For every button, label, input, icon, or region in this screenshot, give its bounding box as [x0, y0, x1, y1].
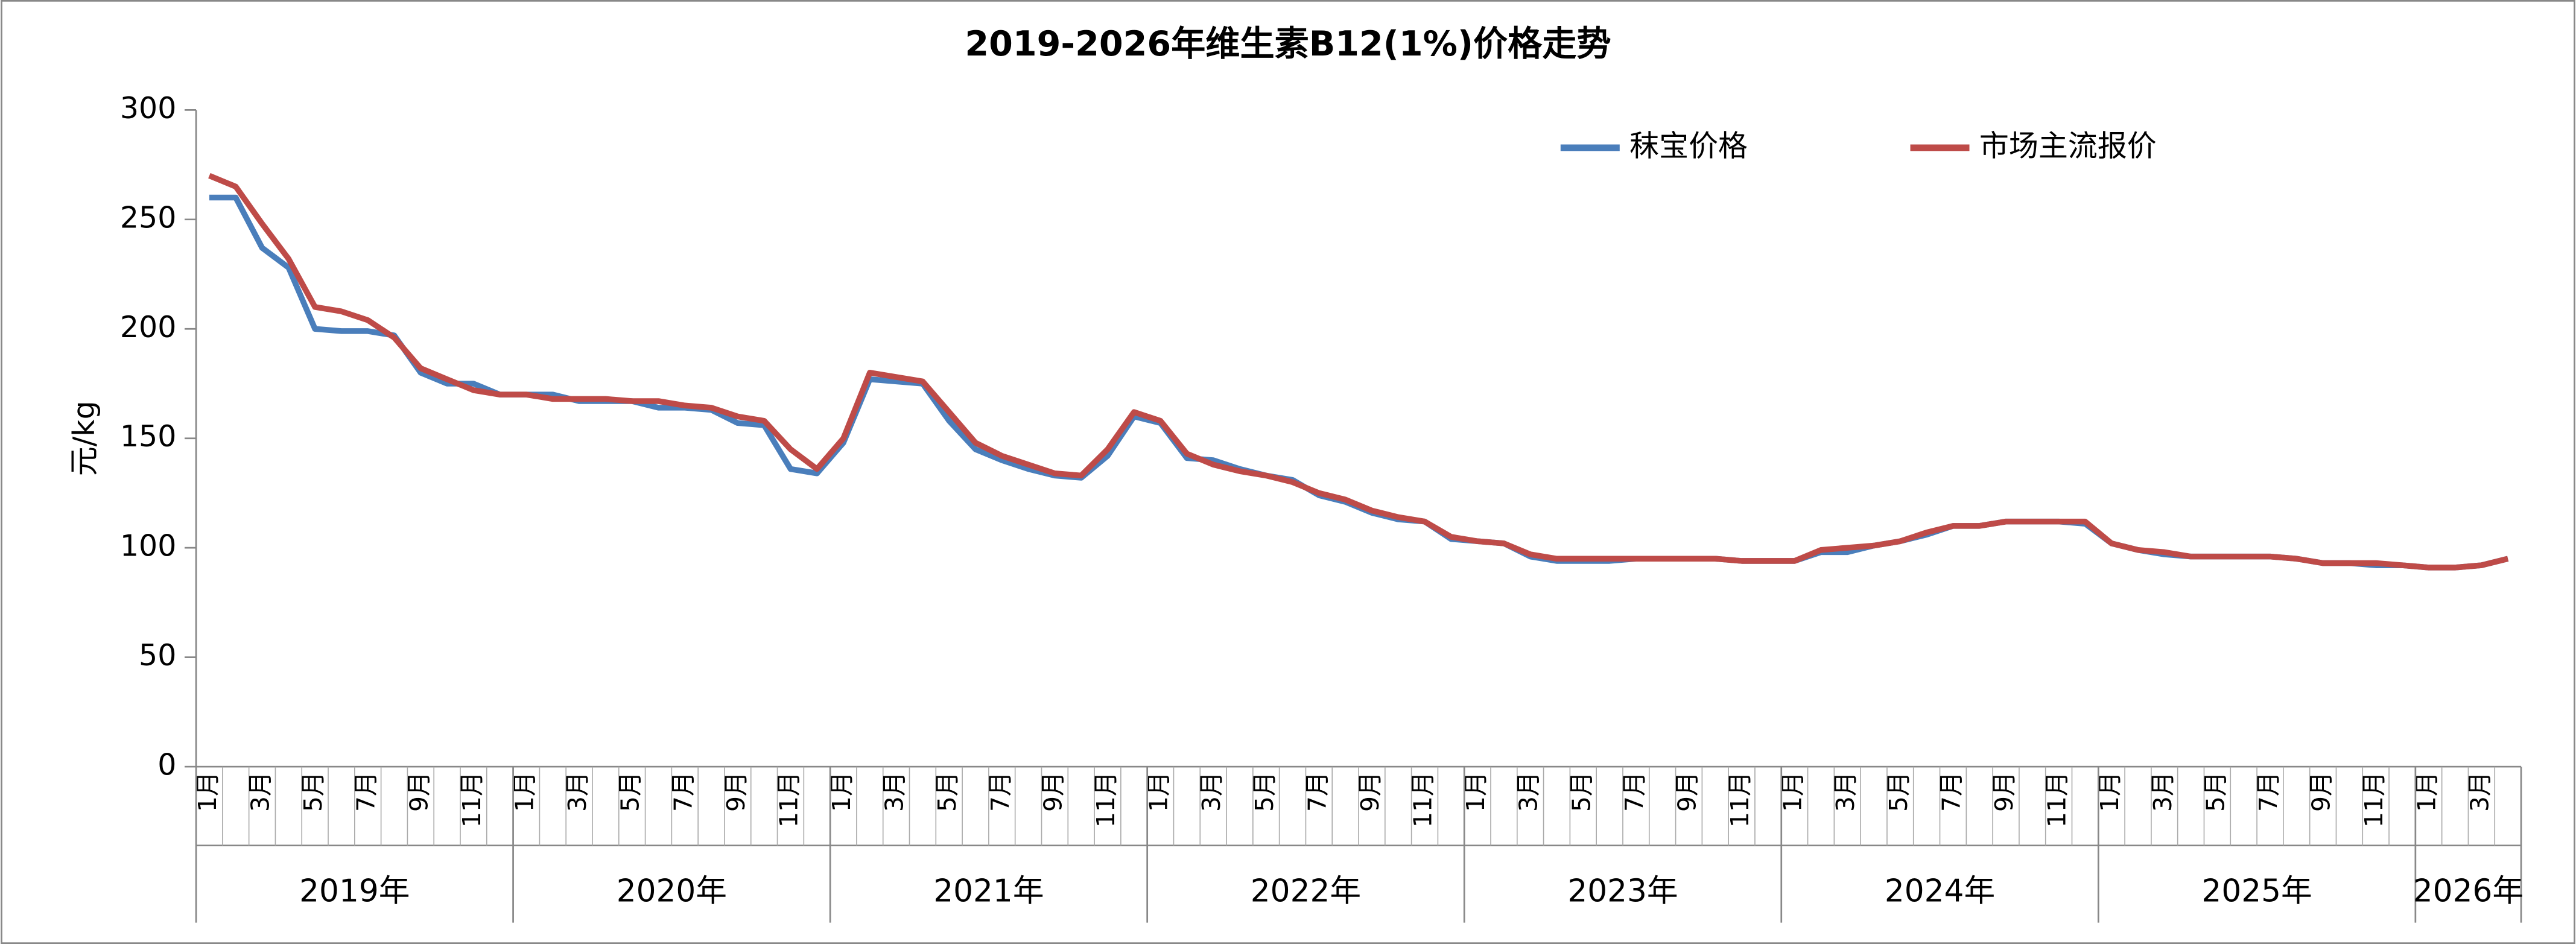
x-tick-label: 9月 [1672, 771, 1701, 812]
y-tick-label: 50 [139, 638, 176, 673]
x-tick-label: 5月 [1884, 771, 1913, 812]
x-tick-label: 3月 [1831, 771, 1860, 812]
x-tick-label: 1月 [1778, 771, 1807, 812]
x-tick-label: 3月 [1197, 771, 1226, 812]
series-line [208, 173, 2509, 571]
x-tick-label: 3月 [1514, 771, 1543, 812]
year-label: 2019年 [299, 873, 410, 910]
x-tick-label: 1月 [2413, 771, 2441, 812]
y-tick-label: 200 [120, 310, 176, 344]
year-label: 2026年 [2413, 873, 2524, 910]
year-label: 2022年 [1251, 873, 1361, 910]
x-tick-label: 5月 [616, 771, 645, 812]
year-label: 2025年 [2201, 873, 2312, 910]
x-tick-label: 5月 [933, 771, 962, 812]
x-tick-label: 9月 [404, 771, 433, 812]
x-tick-label: 1月 [193, 771, 222, 812]
y-axis-label: 元/kg [67, 401, 101, 476]
x-tick-label: 5月 [1567, 771, 1596, 812]
x-tick-label: 7月 [1620, 771, 1649, 812]
x-tick-label: 7月 [1302, 771, 1331, 812]
x-tick-label: 3月 [880, 771, 909, 812]
legend-label: 市场主流报价 [1979, 128, 2157, 163]
x-tick-label: 7月 [352, 771, 381, 812]
x-tick-label: 5月 [299, 771, 328, 812]
year-label: 2020年 [617, 873, 727, 910]
x-tick-label: 3月 [563, 771, 592, 812]
x-tick-label: 11月 [2043, 771, 2072, 828]
x-tick-label: 3月 [2465, 771, 2494, 812]
x-tick-label: 9月 [1356, 771, 1385, 812]
x-tick-label: 9月 [722, 771, 750, 812]
x-tick-label: 9月 [1990, 771, 2019, 812]
year-label: 2024年 [1885, 873, 1995, 910]
x-tick-label: 7月 [668, 771, 697, 812]
x-tick-label: 11月 [774, 771, 803, 828]
year-label: 2021年 [933, 873, 1044, 910]
x-tick-label: 1月 [1461, 771, 1490, 812]
y-tick-label: 300 [120, 91, 176, 125]
y-tick-label: 100 [120, 529, 176, 563]
year-label: 2023年 [1567, 873, 1678, 910]
x-tick-label: 9月 [2307, 771, 2336, 812]
x-tick-label: 11月 [1409, 771, 1438, 828]
x-tick-label: 3月 [2148, 771, 2177, 812]
x-tick-label: 11月 [2359, 771, 2388, 828]
x-tick-label: 11月 [457, 771, 486, 828]
y-tick-label: 0 [157, 748, 176, 782]
x-tick-label: 11月 [1725, 771, 1754, 828]
legend-label: 秣宝价格 [1629, 128, 1748, 163]
x-tick-label: 11月 [1091, 771, 1120, 828]
x-tick-label: 9月 [1038, 771, 1067, 812]
x-tick-label: 3月 [246, 771, 275, 812]
x-tick-label: 1月 [1144, 771, 1173, 812]
chart-title: 2019-2026年维生素B12(1%)价格走势 [965, 24, 1611, 64]
x-tick-label: 5月 [2201, 771, 2230, 812]
x-tick-label: 7月 [2254, 771, 2283, 812]
x-tick-label: 1月 [827, 771, 856, 812]
x-tick-label: 1月 [2095, 771, 2124, 812]
x-tick-label: 7月 [1937, 771, 1965, 812]
x-tick-label: 7月 [986, 771, 1015, 812]
y-tick-label: 250 [120, 200, 176, 235]
y-tick-label: 150 [120, 419, 176, 454]
x-tick-label: 5月 [1250, 771, 1279, 812]
x-tick-label: 1月 [510, 771, 539, 812]
